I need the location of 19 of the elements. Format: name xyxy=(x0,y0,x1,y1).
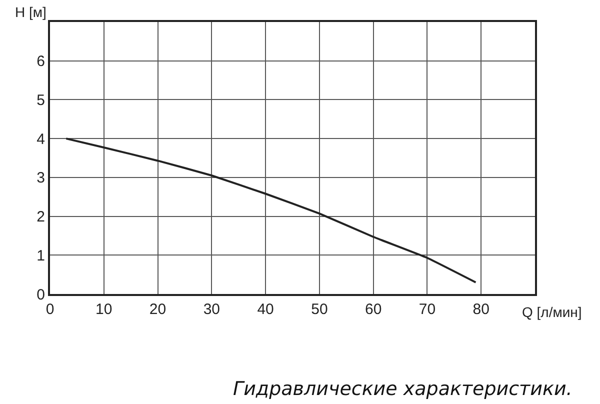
x-tick-label: 20 xyxy=(149,301,166,318)
y-tick-label: 6 xyxy=(36,53,45,70)
y-tick-label: 2 xyxy=(36,208,45,226)
y-tick-label: 1 xyxy=(36,247,45,264)
y-tick-label: 0 xyxy=(36,286,45,304)
y-tick-label: 5 xyxy=(36,92,45,109)
y-axis-title: H [м] xyxy=(15,4,46,20)
x-tick-label: 10 xyxy=(96,301,112,318)
x-tick-label: 80 xyxy=(472,301,490,318)
text: Гидравлические характеристики. xyxy=(233,378,572,400)
line-series xyxy=(65,138,477,284)
y-tick-label: 4 xyxy=(36,130,45,148)
x-axis-title: Q [л/мин] xyxy=(522,304,582,320)
x-tick-label: 40 xyxy=(257,301,274,318)
x-tick-label: 70 xyxy=(418,301,436,318)
y-tick-label: 3 xyxy=(36,170,45,187)
x-tick-label: 30 xyxy=(203,301,220,318)
x-tick-label: 60 xyxy=(364,301,382,318)
x-tick-label: 50 xyxy=(311,301,328,318)
